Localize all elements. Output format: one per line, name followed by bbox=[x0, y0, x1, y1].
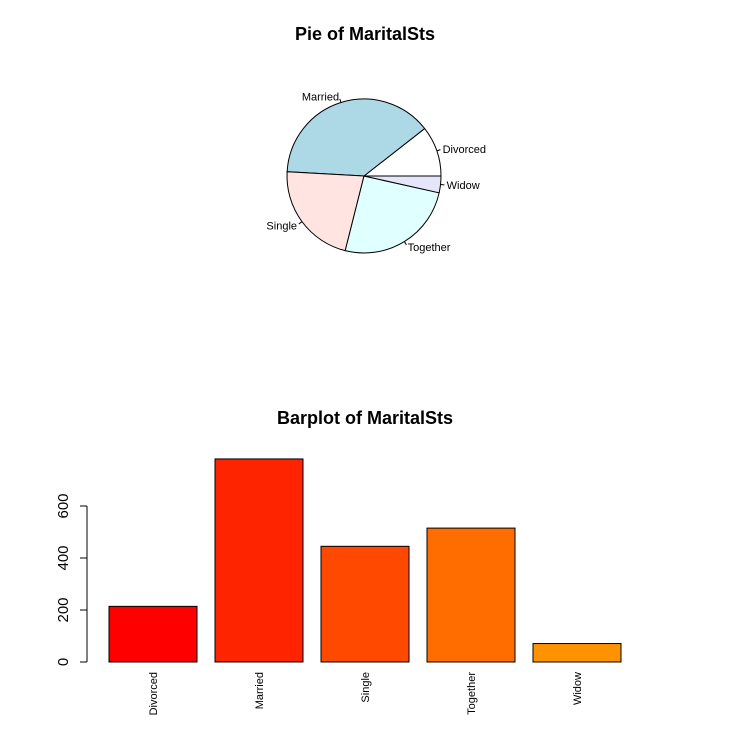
pie-label-together: Together bbox=[408, 242, 451, 254]
y-tick-label-600: 600 bbox=[55, 493, 72, 518]
pie-slice-single bbox=[286, 171, 365, 252]
bar-title: Barplot of MaritalSts bbox=[277, 408, 453, 428]
bar-divorced bbox=[108, 605, 198, 663]
pie-label-widow: Widow bbox=[447, 180, 480, 192]
bar-label-divorced: Divorced bbox=[148, 672, 160, 715]
pie-chart: Divorced Married Single Together Widow bbox=[266, 92, 486, 254]
pie-title: Pie of MaritalSts bbox=[295, 24, 435, 44]
bar-label-widow: Widow bbox=[572, 672, 584, 705]
y-tick-label-200: 200 bbox=[55, 597, 72, 622]
bar-widow bbox=[532, 643, 622, 663]
pie-leader-married bbox=[339, 98, 342, 103]
bar-label-together: Together bbox=[466, 672, 478, 715]
bar-label-single: Single bbox=[360, 672, 372, 703]
pie-label-single: Single bbox=[266, 220, 297, 232]
y-tick-label-0: 0 bbox=[55, 658, 72, 666]
y-tick-label-400: 400 bbox=[55, 545, 72, 570]
bar-married bbox=[214, 458, 304, 663]
bar-together bbox=[426, 527, 516, 663]
pie-slice-together bbox=[344, 175, 440, 254]
bar-label-married: Married bbox=[254, 672, 266, 709]
pie-label-divorced: Divorced bbox=[443, 144, 486, 156]
bar-chart: 0 200 400 600 Divorced Married Single Together W… bbox=[55, 458, 622, 715]
pie-label-married: Married bbox=[302, 92, 339, 104]
pie-leader-divorced bbox=[436, 149, 441, 152]
bar-single bbox=[320, 545, 410, 663]
pie-leader-together bbox=[403, 241, 407, 246]
pie-leader-single bbox=[298, 221, 303, 225]
